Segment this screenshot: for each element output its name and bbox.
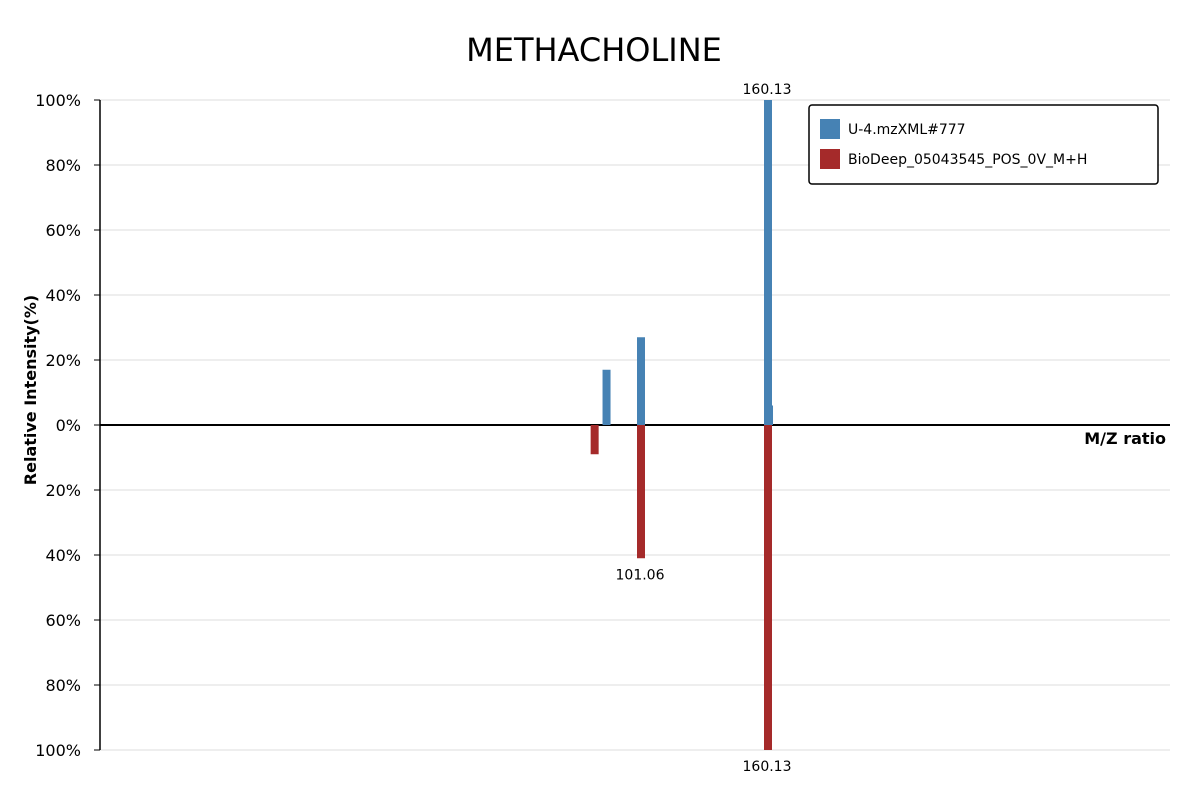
peak-mz-label: 101.06 xyxy=(616,567,665,583)
y-tick-label: 100% xyxy=(35,91,81,110)
x-axis-label: M/Z ratio xyxy=(1084,429,1166,448)
y-tick-label: 80% xyxy=(45,156,81,175)
y-tick-label: 0% xyxy=(56,416,81,435)
legend-label-query: U-4.mzXML#777 xyxy=(848,122,966,138)
legend-swatch-reference xyxy=(820,149,840,169)
y-tick-label: 20% xyxy=(45,351,81,370)
chart-title: METHACHOLINE xyxy=(466,31,722,69)
y-tick-label: 40% xyxy=(45,286,81,305)
reference-peak-bar xyxy=(764,425,772,750)
reference-peak-bar xyxy=(590,425,599,455)
y-tick-label: 80% xyxy=(45,676,81,695)
spectrum-peaks xyxy=(590,100,774,750)
y-tick-label: 40% xyxy=(45,546,81,565)
legend: U-4.mzXML#777 BioDeep_05043545_POS_0V_M+… xyxy=(808,104,1159,185)
legend-label-reference: BioDeep_05043545_POS_0V_M+H xyxy=(848,152,1087,168)
y-tick-label: 20% xyxy=(45,481,81,500)
peak-mz-label: 160.13 xyxy=(743,82,792,98)
y-tick-label: 100% xyxy=(35,741,81,760)
grid-lines xyxy=(100,99,1170,751)
y-tick-label: 60% xyxy=(45,221,81,240)
query-peak-bar xyxy=(764,100,772,425)
reference-peak-bar xyxy=(637,425,645,559)
query-peak-bar xyxy=(602,369,611,425)
query-peak-bar xyxy=(765,405,774,425)
y-tick-labels: 100% 80% 60% 40% 20% 0% 20% 40% 60% 80% 100% xyxy=(35,91,100,760)
legend-box xyxy=(808,104,1159,185)
query-peak-bar xyxy=(637,337,645,425)
peak-mz-label: 160.13 xyxy=(743,759,792,775)
y-axis-label: Relative Intensity(%) xyxy=(21,295,40,485)
legend-swatch-query xyxy=(820,119,840,139)
peak-labels: 160.13 101.06 160.13 xyxy=(616,82,792,775)
y-tick-label: 60% xyxy=(45,611,81,630)
